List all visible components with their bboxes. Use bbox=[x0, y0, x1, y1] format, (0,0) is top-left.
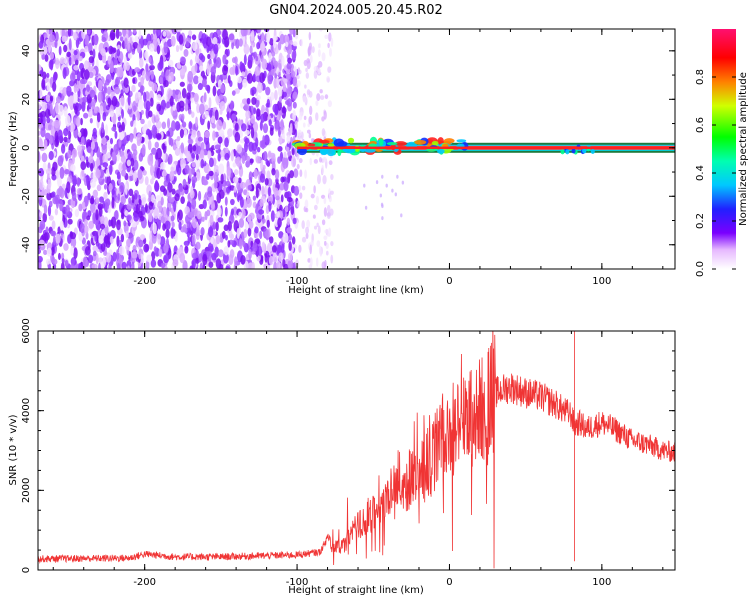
snr-x-axis-label: Height of straight line (km) bbox=[288, 585, 424, 596]
y-tick-label: -20 bbox=[21, 188, 32, 204]
colorbar-tick-label: 0.4 bbox=[695, 165, 706, 181]
x-tick-label: -100 bbox=[286, 276, 309, 287]
y-tick-label: 4000 bbox=[21, 398, 32, 423]
spectrogram-x-axis-label: Height of straight line (km) bbox=[288, 285, 424, 296]
x-tick-label: 0 bbox=[446, 577, 452, 588]
y-tick-label: 0 bbox=[21, 145, 32, 151]
figure-title: GN04.2024.005.20.45.R02 bbox=[269, 3, 443, 18]
spectrogram-y-axis-label: Frequency (Hz) bbox=[8, 111, 19, 187]
y-tick-label: 0 bbox=[21, 567, 32, 573]
colorbar-tick-label: 0.8 bbox=[695, 69, 706, 85]
colorbar-ticks: 0.0 0.2 0.4 0.6 0.8 bbox=[695, 69, 736, 277]
colorbar-tick-label: 0.2 bbox=[695, 213, 706, 229]
x-tick-label: -200 bbox=[133, 276, 156, 287]
snr-x-ticks: -200 -100 0 100 bbox=[52, 331, 664, 588]
y-tick-label: 40 bbox=[21, 44, 32, 57]
snr-y-ticks: 0 2000 4000 6000 bbox=[21, 318, 675, 573]
x-tick-label: 100 bbox=[592, 577, 611, 588]
x-tick-label: -200 bbox=[133, 577, 156, 588]
colorbar-tick-label: 0.0 bbox=[695, 261, 706, 277]
colorbar-label: Normalized spectral amplitude bbox=[738, 72, 749, 226]
colorbar-tick-label: 0.6 bbox=[695, 117, 706, 133]
x-tick-label: 0 bbox=[446, 276, 452, 287]
spectrogram-frame bbox=[37, 28, 676, 270]
x-tick-label: 100 bbox=[592, 276, 611, 287]
spectrogram-x-ticks: -200 -100 0 100 bbox=[52, 29, 664, 287]
y-tick-label: -40 bbox=[21, 237, 32, 253]
snr-series-line bbox=[38, 331, 675, 569]
y-tick-label: 6000 bbox=[21, 318, 32, 343]
spectrogram-y-ticks: -40 -20 0 20 40 bbox=[21, 44, 675, 270]
spectrogram-heatmap bbox=[38, 29, 675, 269]
colorbar-gradient bbox=[712, 29, 736, 269]
x-tick-label: -100 bbox=[286, 577, 309, 588]
snr-y-axis-label: SNR (10 * v/v) bbox=[8, 414, 19, 485]
y-tick-label: 2000 bbox=[21, 478, 32, 503]
y-tick-label: 20 bbox=[21, 93, 32, 106]
colorbar: 0.0 0.2 0.4 0.6 0.8 Normalized spectral ampl… bbox=[695, 29, 749, 277]
